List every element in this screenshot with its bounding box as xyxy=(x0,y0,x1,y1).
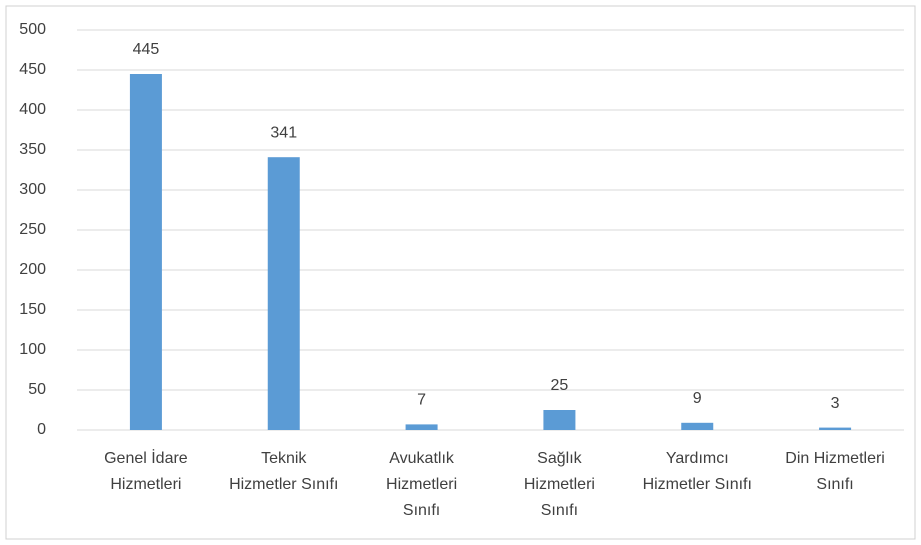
y-tick-label: 200 xyxy=(19,261,46,278)
x-tick-label: Genel İdare Hizmetleri xyxy=(104,450,188,493)
bar xyxy=(819,427,852,430)
x-tick-label: Teknik Hizmetler Sınıfı xyxy=(229,450,339,493)
value-label: 3 xyxy=(831,395,840,412)
bar xyxy=(405,424,438,430)
y-tick-label: 150 xyxy=(19,301,46,318)
y-tick-label: 0 xyxy=(37,421,46,438)
value-label: 341 xyxy=(270,124,297,141)
value-label: 445 xyxy=(133,41,160,58)
value-label: 9 xyxy=(693,390,702,407)
bar xyxy=(681,422,714,430)
value-label: 25 xyxy=(551,377,569,394)
y-tick-label: 400 xyxy=(19,101,46,118)
x-tick-label: Din Hizmetleri Sınıfı xyxy=(785,450,885,493)
y-tick-label: 300 xyxy=(19,181,46,198)
y-tick-label: 450 xyxy=(19,61,46,78)
x-tick-label: Avukatlık Hizmetleri Sınıfı xyxy=(386,450,458,519)
value-label: 7 xyxy=(417,392,426,409)
bar xyxy=(267,157,300,430)
bar xyxy=(129,74,162,430)
y-tick-label: 350 xyxy=(19,141,46,158)
x-tick-label: Sağlık Hizmetleri Sınıfı xyxy=(523,450,595,519)
y-tick-label: 250 xyxy=(19,221,46,238)
x-tick-label: Yardımcı Hizmetler Sınıfı xyxy=(642,450,752,493)
y-tick-label: 100 xyxy=(19,341,46,358)
y-tick-label: 500 xyxy=(19,21,46,38)
y-tick-label: 50 xyxy=(28,381,46,398)
bar xyxy=(543,410,576,430)
